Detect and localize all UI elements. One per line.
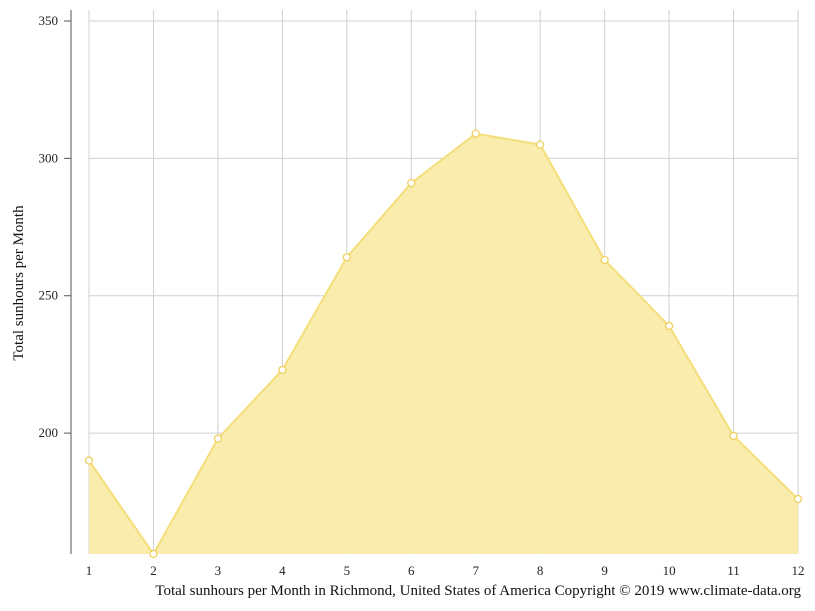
x-tick-label-5: 5 [344, 563, 351, 578]
data-point-9[interactable] [600, 255, 609, 265]
x-tick-label-2: 2 [150, 563, 157, 578]
x-tick-label-4: 4 [279, 563, 286, 578]
x-tick-label-7: 7 [472, 563, 479, 578]
data-point-10[interactable] [664, 321, 674, 331]
y-tick-label-200: 200 [39, 425, 59, 440]
data-point-8[interactable] [536, 140, 545, 149]
y-tick-label-300: 300 [39, 150, 59, 165]
y-tick-label-250: 250 [39, 288, 59, 303]
y-axis-label: Total sunhours per Month [11, 205, 27, 361]
x-tick-label-1: 1 [86, 563, 93, 578]
y-tick-label-350: 350 [39, 13, 59, 28]
x-tick-label-3: 3 [215, 563, 222, 578]
x-tick-label-11: 11 [727, 563, 740, 578]
data-point-2[interactable] [149, 549, 158, 559]
x-axis-ticks: 1 2 3 4 5 6 7 8 9 10 11 12 [86, 563, 805, 578]
data-points [84, 129, 803, 559]
data-point-6[interactable] [407, 178, 416, 188]
data-point-7[interactable] [471, 129, 480, 138]
data-point-11[interactable] [729, 431, 738, 441]
data-point-3[interactable] [213, 434, 223, 443]
x-tick-label-10: 10 [663, 563, 676, 578]
chart-caption: Total sunhours per Month in Richmond, Un… [155, 583, 801, 599]
data-point-1[interactable] [84, 456, 94, 465]
x-tick-label-6: 6 [408, 563, 415, 578]
series-line [88, 132, 799, 556]
y-axis-ticks: 200 250 300 350 [39, 13, 71, 440]
x-tick-label-9: 9 [601, 563, 608, 578]
area-fill [89, 133, 798, 555]
x-tick-label-12: 12 [792, 563, 805, 578]
data-point-5[interactable] [342, 253, 351, 262]
data-point-12[interactable] [793, 494, 803, 504]
data-point-4[interactable] [278, 365, 287, 375]
x-tick-label-8: 8 [537, 563, 544, 578]
